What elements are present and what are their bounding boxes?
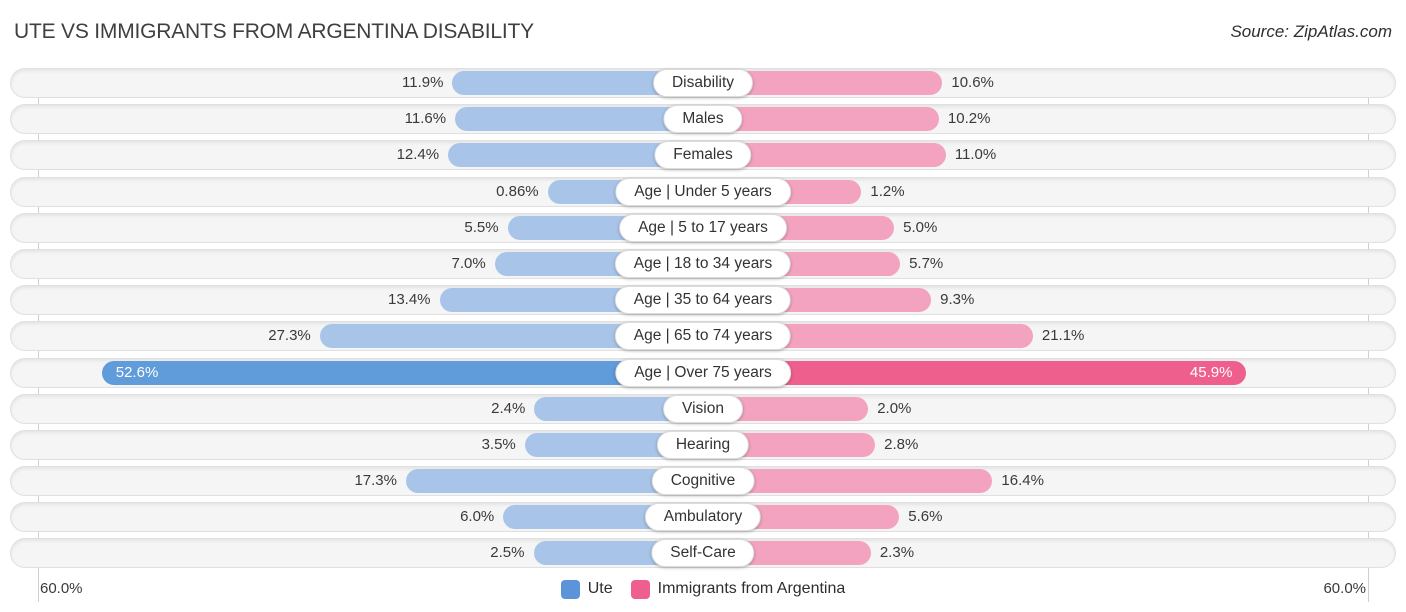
category-pill: Age | 35 to 64 years <box>614 286 792 315</box>
chart-footer: 60.0% 60.0% Ute Immigrants from Argentin… <box>10 576 1396 602</box>
ute-value-label: 2.4% <box>491 399 526 417</box>
category-pill: Males <box>663 105 743 134</box>
ute-value-label: 13.4% <box>387 291 431 309</box>
category-pill: Disability <box>652 69 754 97</box>
legend: Ute Immigrants from Argentina <box>10 576 1396 602</box>
ute-value-label: 3.5% <box>481 435 516 453</box>
bar-row: 13.4% 9.3% Age | 35 to 64 years <box>10 285 1396 316</box>
argentina-legend-swatch-icon <box>630 579 650 599</box>
bar-row: 17.3% 16.4% Cognitive <box>10 466 1396 497</box>
category-pill: Age | Over 75 years <box>615 358 791 387</box>
ute-legend-swatch-icon <box>560 579 580 599</box>
category-pill: Age | 18 to 34 years <box>614 249 792 278</box>
ute-value-label: 6.0% <box>460 508 495 526</box>
bar-row: 52.6% 45.9% Age | Over 75 years <box>10 357 1396 388</box>
source-attribution: Source: ZipAtlas.com <box>1230 22 1392 41</box>
argentina-value-label: 5.0% <box>903 218 938 236</box>
bar-row: 11.9% 10.6% Disability <box>10 68 1396 98</box>
bar-row: 0.86% 1.2% Age | Under 5 years <box>10 176 1396 207</box>
bar-row: 12.4% 11.0% Females <box>10 140 1396 171</box>
category-pill: Cognitive <box>651 467 755 496</box>
argentina-value-label: 45.9% <box>1189 363 1233 381</box>
bar-row: 5.5% 5.0% Age | 5 to 17 years <box>10 212 1396 243</box>
ute-value-label: 12.4% <box>396 146 440 164</box>
ute-bar <box>101 360 703 385</box>
legend-label: Immigrants from Argentina <box>657 580 846 597</box>
argentina-value-label: 21.1% <box>1041 327 1085 345</box>
category-pill: Females <box>654 141 752 170</box>
bar-row: 2.4% 2.0% Vision <box>10 393 1396 424</box>
ute-value-label: 7.0% <box>451 254 486 272</box>
ute-value-label: 11.6% <box>404 110 447 128</box>
diverging-bar-chart: 11.9% 10.6% Disability 11.6% 10.2% Males 12.4%… <box>10 68 1396 602</box>
argentina-value-label: 2.0% <box>877 399 912 417</box>
bar-row: 11.6% 10.2% Males <box>10 104 1396 135</box>
bar-row: 3.5% 2.8% Hearing <box>10 429 1396 460</box>
ute-value-label: 2.5% <box>490 544 525 562</box>
ute-value-label: 0.86% <box>496 182 539 200</box>
argentina-value-label: 5.6% <box>908 508 943 526</box>
argentina-bar <box>703 360 1247 385</box>
argentina-value-label: 16.4% <box>1001 472 1044 490</box>
ute-bar <box>455 107 703 132</box>
ute-value-label: 17.3% <box>354 472 397 490</box>
page-title: UTE VS IMMIGRANTS FROM ARGENTINA DISABIL… <box>14 20 534 43</box>
category-pill: Age | 65 to 74 years <box>614 322 792 351</box>
category-pill: Ambulatory <box>644 503 762 532</box>
argentina-value-label: 2.8% <box>884 435 919 453</box>
left-axis-max-label: 60.0% <box>39 580 83 597</box>
argentina-value-label: 10.2% <box>947 110 991 128</box>
ute-value-label: 52.6% <box>115 363 159 381</box>
legend-item-argentina: Immigrants from Argentina <box>630 579 846 599</box>
legend-label: Ute <box>587 580 613 597</box>
category-pill: Hearing <box>656 430 750 459</box>
category-pill: Age | 5 to 17 years <box>619 213 787 242</box>
category-pill: Vision <box>663 394 743 423</box>
bar-row: 7.0% 5.7% Age | 18 to 34 years <box>10 248 1396 279</box>
ute-value-label: 5.5% <box>464 218 499 236</box>
chart-rows: 11.9% 10.6% Disability 11.6% 10.2% Males 12.4%… <box>10 68 1396 569</box>
bar-row: 6.0% 5.6% Ambulatory <box>10 502 1396 533</box>
argentina-value-label: 11.0% <box>954 146 997 164</box>
argentina-value-label: 5.7% <box>909 254 944 272</box>
bar-row: 27.3% 21.1% Age | 65 to 74 years <box>10 321 1396 352</box>
argentina-value-label: 1.2% <box>870 182 905 200</box>
bar-row: 2.5% 2.3% Self-Care <box>10 538 1396 569</box>
ute-value-label: 27.3% <box>268 327 311 345</box>
argentina-value-label: 9.3% <box>940 291 975 309</box>
category-pill: Self-Care <box>651 539 755 568</box>
right-axis-max-label: 60.0% <box>1323 580 1367 597</box>
argentina-value-label: 10.6% <box>951 74 994 91</box>
ute-value-label: 11.9% <box>402 74 444 91</box>
argentina-value-label: 2.3% <box>879 544 915 562</box>
category-pill: Age | Under 5 years <box>615 177 791 206</box>
legend-item-ute: Ute <box>560 579 613 599</box>
